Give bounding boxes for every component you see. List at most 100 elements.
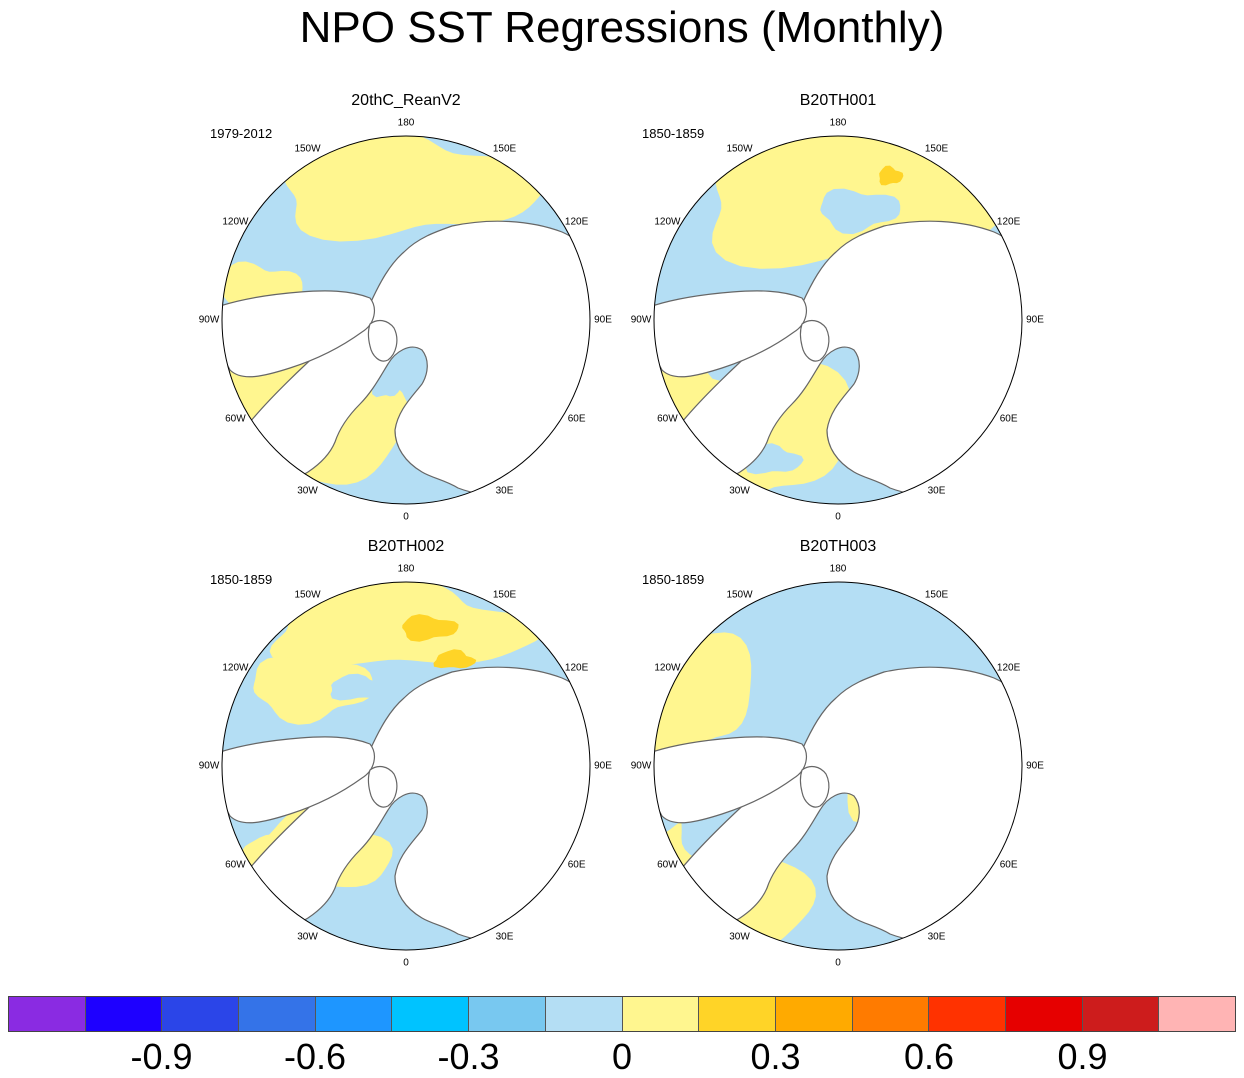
longitude-label: 0 bbox=[835, 511, 841, 523]
land-mass bbox=[654, 290, 808, 378]
longitude-label: 30W bbox=[297, 485, 318, 497]
colorbar-box bbox=[699, 997, 776, 1031]
panel-b20th003: B20TH003 1850-1859 180 150E 120E 90E 60E 30E 0… bbox=[622, 538, 1054, 969]
longitude-label: 0 bbox=[403, 511, 409, 523]
longitude-label: 0 bbox=[403, 957, 409, 969]
period-label: 1850-1859 bbox=[642, 572, 705, 587]
colorbar-box bbox=[1159, 997, 1235, 1031]
sst-field bbox=[654, 136, 1022, 504]
longitude-label: 180 bbox=[397, 563, 415, 575]
colorbar-box bbox=[469, 997, 546, 1031]
colorbar-box bbox=[239, 997, 316, 1031]
sst-field bbox=[654, 582, 1022, 950]
colorbar bbox=[8, 996, 1236, 1032]
longitude-label: 90W bbox=[198, 314, 220, 326]
longitude-label: 180 bbox=[397, 117, 415, 129]
longitude-label: 0 bbox=[835, 957, 841, 969]
period-label: 1979-2012 bbox=[210, 126, 273, 141]
longitude-label: 30E bbox=[495, 931, 514, 943]
colorbar-tick-label: 0.6 bbox=[903, 1036, 955, 1077]
colorbar-box bbox=[162, 997, 240, 1031]
period-label: 1850-1859 bbox=[642, 126, 705, 141]
longitude-label: 150W bbox=[294, 143, 321, 155]
colorbar-tick-label: -0.6 bbox=[283, 1036, 347, 1077]
longitude-label: 30E bbox=[927, 485, 946, 497]
colorbar-tick-label: -0.3 bbox=[437, 1036, 500, 1077]
map-border bbox=[221, 135, 591, 505]
land-mass bbox=[222, 736, 376, 824]
longitude-label: 180 bbox=[829, 563, 847, 575]
longitude-label: 90E bbox=[594, 314, 612, 326]
longitude-label: 120W bbox=[222, 662, 249, 673]
land-mass bbox=[799, 765, 830, 808]
colorbar-tick-label: -0.9 bbox=[130, 1036, 193, 1077]
longitude-label: 120E bbox=[996, 216, 1021, 227]
longitude-label: 150W bbox=[294, 589, 321, 601]
panel-20thc-reanv2: 20thC_ReanV2 1979-2012 180 150E 120E 90E 60E… bbox=[190, 92, 622, 523]
land-mass bbox=[799, 319, 830, 362]
longitude-label: 120E bbox=[564, 662, 589, 673]
longitude-label: 150W bbox=[726, 589, 753, 601]
period-label: 1850-1859 bbox=[210, 572, 273, 587]
panel-b20th001: B20TH001 1850-1859 180 150E 120E 90E 60E 30E 0… bbox=[622, 92, 1054, 523]
longitude-label: 30E bbox=[495, 485, 514, 497]
colorbar-tick-label: 0.3 bbox=[750, 1036, 801, 1077]
longitude-label: 120W bbox=[654, 216, 681, 227]
panel-title: 20thC_ReanV2 bbox=[351, 92, 461, 109]
longitude-label: 90W bbox=[630, 760, 652, 772]
map-border bbox=[221, 581, 591, 951]
colorbar-box bbox=[9, 997, 86, 1031]
panel-b20th002: B20TH002 1850-1859 180 150E 120E 90E 60E 30E 0… bbox=[190, 538, 622, 969]
colorbar-box bbox=[1005, 997, 1083, 1031]
longitude-label: 30W bbox=[729, 931, 750, 943]
longitude-label: 120W bbox=[222, 216, 249, 227]
sst-field bbox=[222, 136, 590, 504]
longitude-label: 90E bbox=[1026, 314, 1044, 326]
colorbar-box bbox=[622, 997, 700, 1031]
longitude-label: 60W bbox=[657, 859, 678, 870]
colorbar-box bbox=[545, 997, 623, 1031]
longitude-label: 120E bbox=[996, 662, 1021, 673]
colorbar-box bbox=[392, 997, 470, 1031]
longitude-label: 60W bbox=[225, 859, 246, 870]
longitude-label: 30E bbox=[927, 931, 946, 943]
longitude-label: 120W bbox=[654, 662, 681, 673]
colorbar-box bbox=[852, 997, 930, 1031]
longitude-label: 60E bbox=[999, 859, 1018, 870]
longitude-label: 60W bbox=[657, 413, 678, 424]
longitude-label: 180 bbox=[829, 117, 847, 129]
sst-field bbox=[222, 582, 590, 950]
land-mass bbox=[367, 765, 398, 808]
longitude-label: 150E bbox=[924, 143, 949, 155]
longitude-label: 150E bbox=[492, 143, 517, 155]
longitude-label: 90E bbox=[1026, 760, 1044, 772]
longitude-label: 150E bbox=[924, 589, 949, 601]
land-mass bbox=[654, 736, 808, 824]
colorbar-box bbox=[775, 997, 853, 1031]
colorbar-tick-label: 0.9 bbox=[1057, 1036, 1108, 1077]
land-mass bbox=[367, 319, 398, 362]
longitude-label: 60E bbox=[999, 413, 1018, 424]
longitude-label: 60E bbox=[567, 859, 586, 870]
map-border bbox=[653, 135, 1023, 505]
colorbar-box bbox=[85, 997, 163, 1031]
colorbar-box bbox=[1082, 997, 1160, 1031]
map-border bbox=[653, 581, 1023, 951]
longitude-label: 30W bbox=[729, 485, 750, 497]
longitude-label: 90W bbox=[630, 314, 652, 326]
polar-map bbox=[221, 581, 591, 951]
longitude-label: 60E bbox=[567, 413, 586, 424]
longitude-label: 120E bbox=[564, 216, 589, 227]
panel-title: B20TH003 bbox=[799, 538, 877, 555]
panel-title: B20TH001 bbox=[799, 92, 877, 109]
polar-map bbox=[653, 581, 1023, 951]
longitude-label: 90E bbox=[594, 760, 612, 772]
colorbar-box bbox=[929, 997, 1006, 1031]
longitude-label: 150E bbox=[492, 589, 517, 601]
longitude-label: 30W bbox=[297, 931, 318, 943]
colorbar-tick-label: 0 bbox=[611, 1036, 633, 1077]
polar-map bbox=[221, 135, 591, 505]
longitude-label: 90W bbox=[198, 760, 220, 772]
colorbar-box bbox=[315, 997, 393, 1031]
main-title: NPO SST Regressions (Monthly) bbox=[299, 3, 945, 52]
